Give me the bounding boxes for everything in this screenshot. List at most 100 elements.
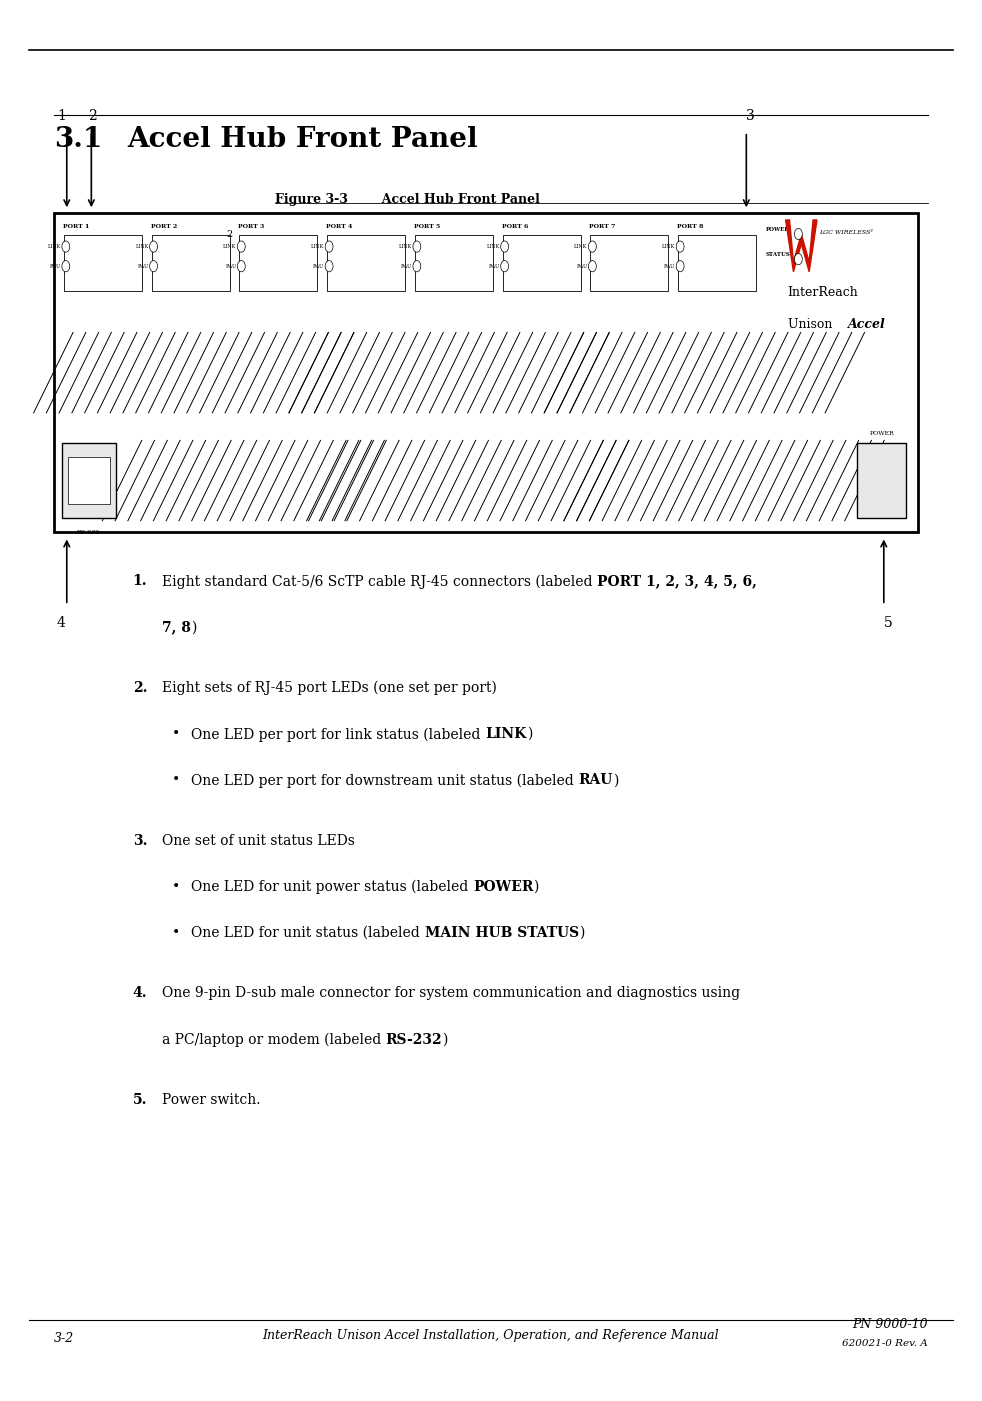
Text: RAU: RAU: [664, 263, 676, 269]
Text: a PC/laptop or modem (labeled: a PC/laptop or modem (labeled: [162, 1033, 386, 1047]
Text: LINK: LINK: [399, 244, 412, 249]
Text: One LED per port for link status (labeled: One LED per port for link status (labele…: [191, 727, 485, 741]
Text: LINK: LINK: [223, 244, 237, 249]
Text: Accel: Accel: [848, 318, 886, 331]
Text: One LED per port for downstream unit status (labeled: One LED per port for downstream unit sta…: [191, 773, 578, 787]
Circle shape: [62, 241, 70, 252]
Text: PORT 1, 2, 3, 4, 5, 6,: PORT 1, 2, 3, 4, 5, 6,: [597, 574, 757, 588]
Text: InterReach Unison Accel Installation, Operation, and Reference Manual: InterReach Unison Accel Installation, Op…: [263, 1330, 719, 1342]
Circle shape: [588, 261, 596, 272]
Circle shape: [412, 261, 420, 272]
Text: PORT 3: PORT 3: [239, 224, 264, 230]
Text: One 9-pin D-sub male connector for system communication and diagnostics using: One 9-pin D-sub male connector for syste…: [162, 986, 740, 1000]
Text: PORT 4: PORT 4: [326, 224, 353, 230]
Text: RAU: RAU: [225, 263, 237, 269]
Text: Figure 3-3: Figure 3-3: [275, 193, 348, 206]
Text: ): ): [526, 727, 532, 741]
Text: 5.: 5.: [133, 1093, 147, 1107]
Text: LINK: LINK: [311, 244, 324, 249]
Text: Eight sets of RJ-45 port LEDs (one set per port): Eight sets of RJ-45 port LEDs (one set p…: [162, 681, 497, 695]
Text: Accel Hub Front Panel: Accel Hub Front Panel: [373, 193, 540, 206]
Circle shape: [501, 261, 509, 272]
Text: RAU: RAU: [578, 773, 613, 787]
Bar: [327, 235, 406, 291]
Text: 3.: 3.: [133, 834, 147, 848]
Text: RS-232: RS-232: [78, 530, 100, 535]
Text: PORT 6: PORT 6: [502, 224, 528, 230]
Circle shape: [677, 241, 684, 252]
Text: 3-2: 3-2: [54, 1332, 75, 1345]
Text: PORT 2: PORT 2: [150, 224, 177, 230]
Text: ): ): [578, 926, 584, 940]
Text: 3: 3: [746, 109, 755, 123]
Text: 5: 5: [884, 616, 893, 630]
Text: RAU: RAU: [401, 263, 412, 269]
Text: LINK: LINK: [47, 244, 61, 249]
Text: RAU: RAU: [576, 263, 587, 269]
Circle shape: [501, 241, 509, 252]
Circle shape: [62, 261, 70, 272]
Text: 2: 2: [88, 109, 97, 123]
Bar: [54, 213, 918, 532]
Circle shape: [677, 261, 684, 272]
Text: InterReach: InterReach: [788, 286, 858, 298]
Text: PORT 1: PORT 1: [63, 224, 89, 230]
Text: POWER: POWER: [766, 227, 790, 233]
Text: MAIN HUB STATUS: MAIN HUB STATUS: [424, 926, 578, 940]
Text: PORT 5: PORT 5: [414, 224, 440, 230]
Text: LINK: LINK: [136, 244, 148, 249]
Bar: [857, 443, 906, 518]
Circle shape: [149, 261, 157, 272]
Text: 3.1: 3.1: [54, 126, 102, 153]
Circle shape: [238, 241, 246, 252]
Text: LINK: LINK: [574, 244, 587, 249]
Text: •: •: [172, 880, 180, 894]
Bar: [414, 235, 493, 291]
Bar: [503, 235, 580, 291]
Text: LINK: LINK: [486, 244, 500, 249]
Text: One set of unit status LEDs: One set of unit status LEDs: [162, 834, 355, 848]
Text: 2: 2: [227, 230, 233, 238]
Text: 4: 4: [57, 616, 66, 630]
Text: •: •: [172, 773, 180, 787]
Text: 620021-0 Rev. A: 620021-0 Rev. A: [843, 1339, 928, 1348]
Text: RAU: RAU: [137, 263, 148, 269]
Bar: [151, 235, 230, 291]
Text: Accel Hub Front Panel: Accel Hub Front Panel: [128, 126, 478, 153]
Text: •: •: [172, 727, 180, 741]
Text: RAU: RAU: [489, 263, 500, 269]
Bar: [590, 235, 669, 291]
Text: One LED for unit status (labeled: One LED for unit status (labeled: [191, 926, 424, 940]
Circle shape: [794, 228, 802, 240]
Text: 1.: 1.: [133, 574, 147, 588]
Circle shape: [325, 261, 333, 272]
Polygon shape: [786, 220, 817, 272]
Bar: [62, 443, 116, 518]
Text: 4.: 4.: [133, 986, 147, 1000]
Text: 2.: 2.: [133, 681, 147, 695]
Circle shape: [149, 241, 157, 252]
Text: STATUS: STATUS: [766, 252, 791, 258]
Text: Eight standard Cat-5/6 ScTP cable RJ-45 connectors (labeled: Eight standard Cat-5/6 ScTP cable RJ-45 …: [162, 574, 597, 588]
Text: •: •: [172, 926, 180, 940]
Bar: [240, 235, 317, 291]
Bar: [679, 235, 756, 291]
Text: ): ): [533, 880, 539, 894]
Text: 1: 1: [57, 109, 66, 123]
Text: 7, 8: 7, 8: [162, 621, 191, 635]
Text: One LED for unit power status (labeled: One LED for unit power status (labeled: [191, 880, 473, 894]
Text: PORT 8: PORT 8: [678, 224, 703, 230]
Text: POWER: POWER: [473, 880, 533, 894]
Text: ): ): [442, 1033, 448, 1047]
Bar: [68, 457, 110, 504]
Text: ): ): [191, 621, 196, 635]
Circle shape: [412, 241, 420, 252]
Text: LINK: LINK: [662, 244, 676, 249]
Text: RAU: RAU: [50, 263, 61, 269]
Text: Unison: Unison: [788, 318, 836, 331]
Text: LGC WIRELESS³: LGC WIRELESS³: [819, 230, 873, 235]
Text: RS-232: RS-232: [386, 1033, 442, 1047]
Text: Power switch.: Power switch.: [162, 1093, 260, 1107]
Circle shape: [238, 261, 246, 272]
Text: POWER: POWER: [869, 430, 895, 436]
